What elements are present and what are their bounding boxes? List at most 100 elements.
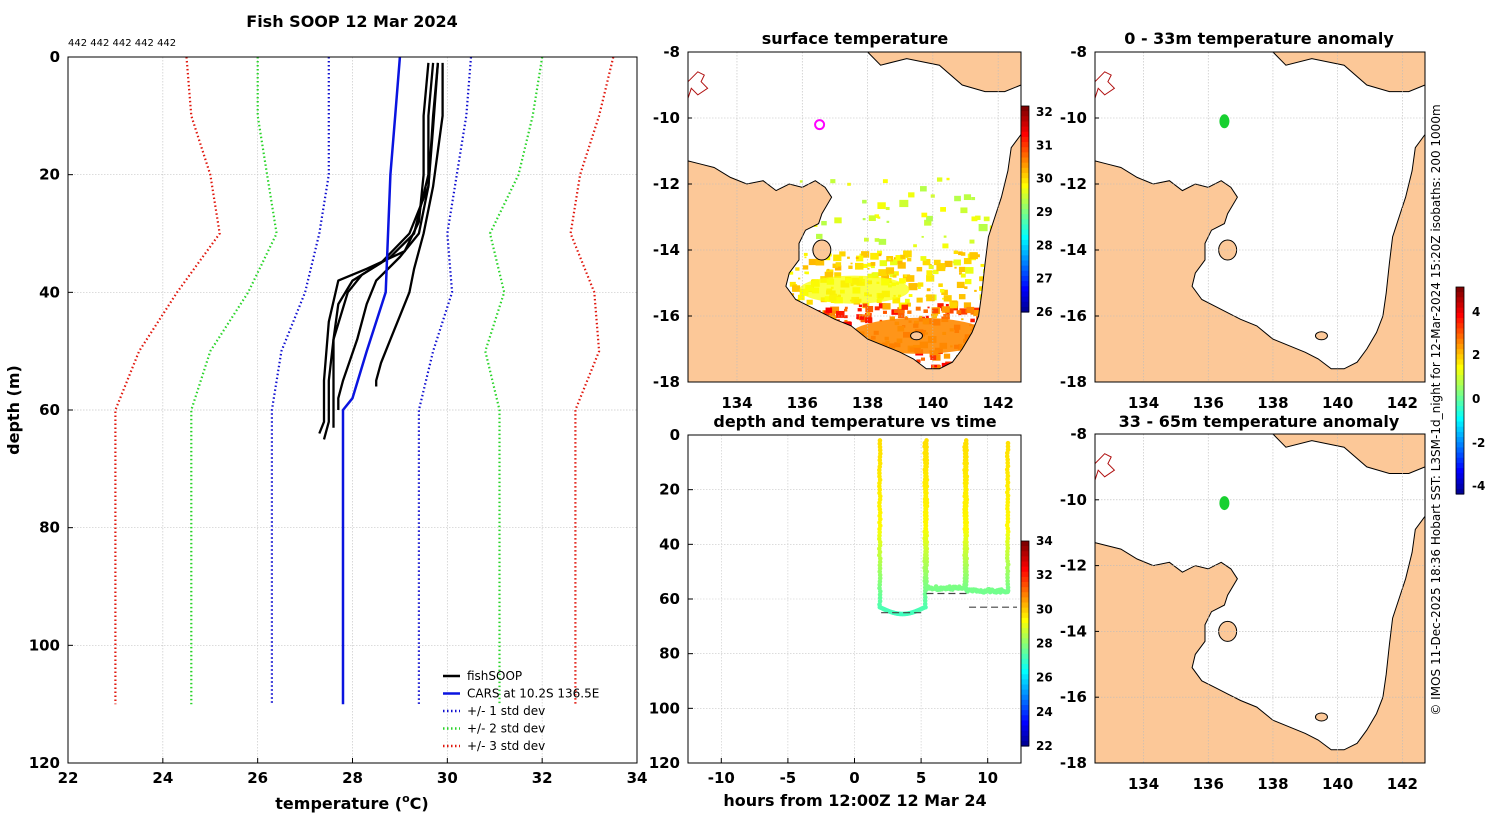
sst-pixel [877,250,883,255]
sst-pixel [919,315,923,319]
sst-pixel [940,207,947,212]
anom1-anomaly-marker [1219,114,1230,129]
sst-pixel [878,269,888,277]
timeseries-point [1005,506,1010,512]
sst-pixel [933,259,941,266]
timeseries-point [924,461,930,466]
profile-x-tick-label: 28 [342,769,363,787]
sst-colorbar-step [1021,291,1029,298]
timeseries-point [923,467,929,473]
sst-pixel [960,273,966,278]
timeseries-point [964,566,969,571]
sst-pixel [926,275,935,282]
anom1-y-tick-label: -8 [1070,43,1087,61]
timeseries-colorbar-step [1021,648,1029,655]
sst-pixel [886,220,890,223]
timeseries-colorbar-step [1021,623,1029,629]
sst-pixel [867,267,870,270]
anomaly-colorbar-step [1456,395,1464,402]
sst-pixel [915,306,921,311]
sst-pixel [926,215,933,222]
anomaly-colorbar-step [1456,318,1464,324]
timeseries-point [1004,454,1010,459]
fishsoop-profile-3 [337,62,440,410]
timeseries-point [877,444,883,450]
timeseries-point [877,467,882,473]
anom2-x-tick-label: 138 [1257,775,1288,793]
sst-colorbar-step [1021,296,1029,303]
timeseries-colorbar-step [1021,658,1029,665]
timeseries-point [1005,516,1011,521]
sst-pixel [920,186,927,192]
sst-pixel [949,302,958,309]
timeseries-point [964,441,969,447]
fishsoop-profile-4 [375,62,444,387]
sst-pixel [926,294,935,302]
sst-pixel [922,259,931,266]
sst-colorbar-step [1021,131,1029,138]
profile-y-tick-label: 120 [29,754,60,772]
anomaly-map-0-33m-title: 0 - 33m temperature anomaly [1124,29,1394,48]
timeseries-point [924,513,929,519]
timeseries-point [877,562,883,568]
profile-x-tick-label: 30 [437,769,458,787]
sst-colorbar-step [1021,234,1029,241]
anomaly-colorbar-tick-label: 2 [1472,348,1480,362]
legend-label-3: +/- 2 std dev [467,722,545,736]
anom2-y-tick-label: -12 [1060,557,1087,575]
sst-pixel [862,303,868,308]
timeseries-colorbar-step [1021,597,1029,604]
anom2-x-tick-label: 134 [1128,775,1159,793]
sst-pixel [940,289,945,293]
sst-pixel [806,299,813,305]
sst-pixel [903,250,912,258]
sst-pixel [855,256,859,260]
timeseries-point [877,526,882,532]
timeseries-colorbar-step [1021,566,1029,573]
anomaly-colorbar-step [1456,468,1464,474]
anomaly-colorbar-step [1456,442,1464,449]
sst-colorbar-step [1021,209,1029,215]
sst-pixel [964,279,972,285]
sst-pixel [874,214,880,218]
timeseries-colorbar-step [1021,730,1029,737]
timeseries-point [1005,581,1011,587]
sst-pixel [878,303,886,309]
sst-pixel [872,272,879,277]
timeseries-point [877,539,883,545]
sst-pixel [928,264,934,270]
sst-pixel [844,315,848,319]
profile-y-tick-label: 80 [39,519,60,537]
timeseries-point [923,448,929,453]
anomaly-colorbar-step [1456,328,1464,335]
sst-pixel [906,275,915,282]
timeseries-colorbar-step [1021,576,1029,583]
anomaly-colorbar-box [1455,286,1465,495]
sst-pixel [974,289,977,292]
sst-y-tick-label: -8 [663,43,680,61]
sst-pixel [835,310,845,318]
sst-y-tick-label: -18 [653,373,680,391]
sst-pixel [830,179,836,184]
sst-colorbar-tick-label: 27 [1036,272,1053,286]
sst-colorbar-box [1020,105,1030,313]
timeseries-colorbar-step [1021,617,1029,624]
sst-pixel [973,309,981,317]
sst-pixel [944,260,953,268]
legend-label-4: +/- 3 std dev [467,739,545,753]
timeseries-point [877,559,883,565]
sst-colorbar-step [1021,157,1029,164]
sst-pixel [936,177,943,182]
sst-colorbar-step [1021,214,1029,220]
timeseries-colorbar-step [1021,653,1029,660]
sst-pixel [878,238,887,245]
sst-pixel [825,307,833,313]
anom1-x-tick-label: 140 [1322,394,1353,412]
sst-pixel [865,305,874,313]
sst-pixel [834,272,842,278]
sst-pixel [954,266,957,269]
sst-pixel [943,313,950,320]
sst-pixel [850,262,853,265]
timeseries-colorbar-step [1021,607,1029,614]
timeseries-point [964,575,969,581]
